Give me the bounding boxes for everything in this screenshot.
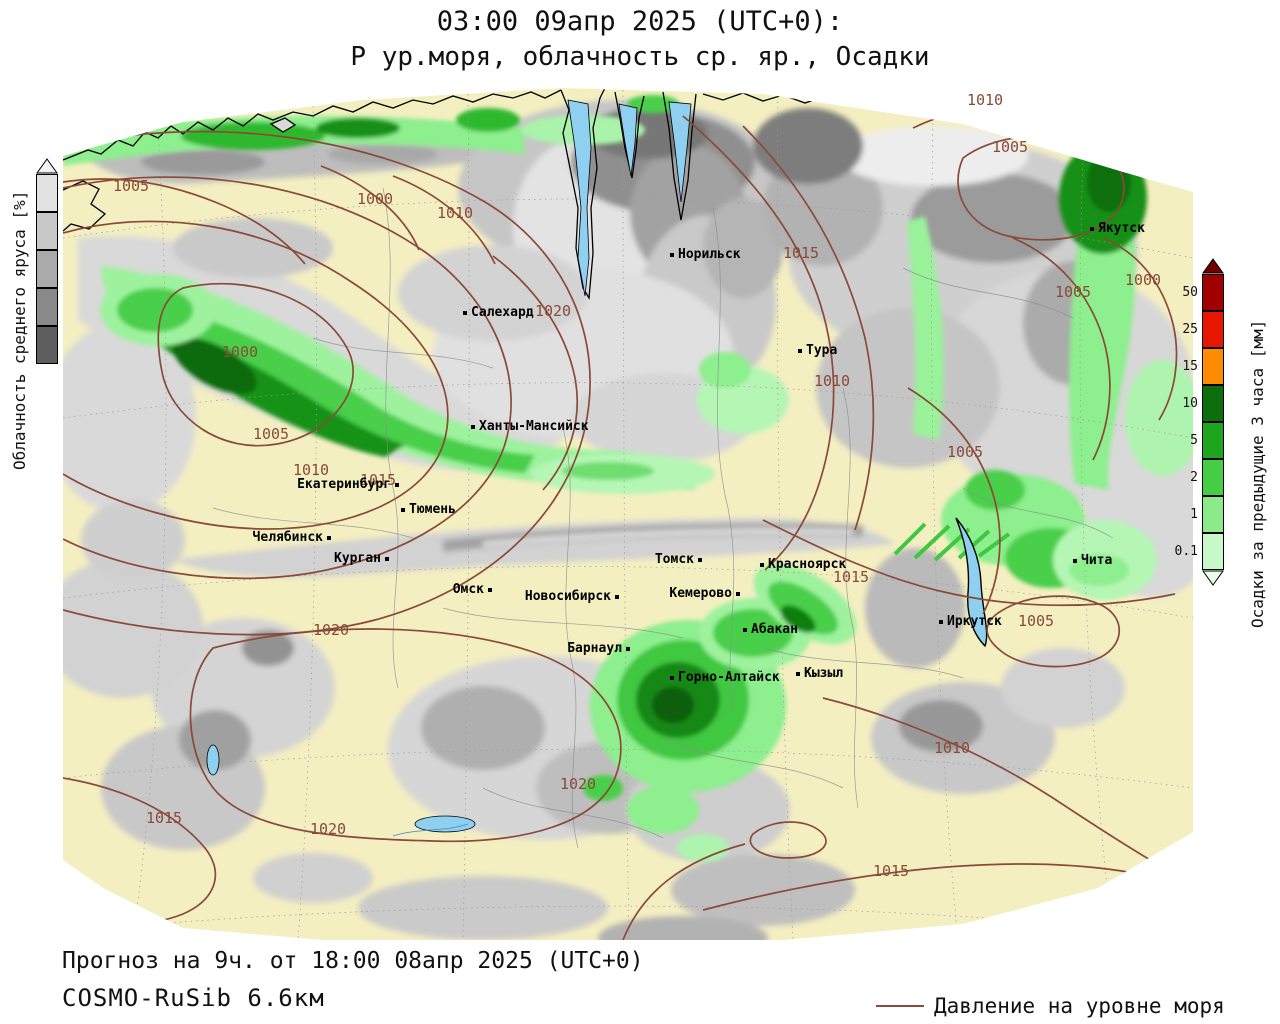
precipitation-legend-tick: 50 xyxy=(1182,285,1198,300)
precipitation-legend-tick: 0.1 xyxy=(1174,544,1198,559)
precipitation-legend-segment: 2 xyxy=(1168,458,1224,496)
precipitation-legend-swatch xyxy=(1202,310,1224,348)
precipitation-legend-segment: 10 xyxy=(1168,384,1224,422)
map-graphic xyxy=(63,88,1193,940)
precipitation-legend-swatch xyxy=(1202,421,1224,459)
precipitation-axis-label: Осадки за предыдущие 3 часа [мм] xyxy=(1248,319,1267,628)
precipitation-legend: 50 25 15 10 5 xyxy=(1168,258,1224,586)
precipitation-legend-segment: 5 xyxy=(1168,421,1224,459)
cloudiness-legend-swatch xyxy=(36,211,58,250)
precipitation-legend-swatch xyxy=(1202,458,1224,496)
precipitation-legend-swatch xyxy=(1202,347,1224,385)
cloudiness-legend-swatch xyxy=(36,249,58,288)
precipitation-legend-swatch xyxy=(1202,273,1224,311)
page-title: 03:00 09апр 2025 (UTC+0): xyxy=(436,6,844,37)
precipitation-legend-tick: 2 xyxy=(1190,470,1198,485)
cloudiness-legend-swatch xyxy=(36,287,58,326)
precipitation-legend-tick: 10 xyxy=(1182,396,1198,411)
water-layer xyxy=(206,99,988,837)
precipitation-legend-swatch xyxy=(1202,384,1224,422)
admin-boundaries xyxy=(212,187,1114,849)
cloudiness-legend-swatch xyxy=(36,325,58,364)
pressure-legend-label: Давление на уровне моря xyxy=(934,994,1225,1018)
precipitation-legend-tick: 15 xyxy=(1182,359,1198,374)
precipitation-legend-segment: 0.1 xyxy=(1168,532,1224,570)
precipitation-legend-segment: 15 xyxy=(1168,347,1224,385)
precipitation-legend-segment: 25 xyxy=(1168,310,1224,348)
precipitation-legend-arrow-up-icon xyxy=(1202,258,1224,274)
cloudiness-axis-label: Облачность среднего яруса [%] xyxy=(10,190,29,470)
cloudiness-legend-swatch xyxy=(36,173,58,212)
cloudiness-legend-arrow-icon xyxy=(36,158,58,174)
page-subtitle: P ур.моря, облачность ср. яр., Осадки xyxy=(350,42,930,72)
precipitation-legend-arrow-down-icon xyxy=(1202,570,1224,586)
precipitation-legend-swatch xyxy=(1202,532,1224,570)
precipitation-legend-tick: 5 xyxy=(1190,433,1198,448)
precipitation-legend-segment: 1 xyxy=(1168,495,1224,533)
precipitation-colorbar: 50 25 15 10 5 xyxy=(1168,273,1224,570)
pressure-line-sample-icon xyxy=(876,1005,924,1007)
map-area: 1005 1000 1010 1020 1000 1005 1010 1015 … xyxy=(63,88,1193,940)
pressure-line-legend: Давление на уровне моря xyxy=(876,994,1225,1018)
precipitation-legend-swatch xyxy=(1202,495,1224,533)
precipitation-legend-tick: 1 xyxy=(1190,507,1198,522)
model-name: COSMO-RuSib 6.6км xyxy=(62,984,325,1012)
precipitation-legend-tick: 25 xyxy=(1182,322,1198,337)
forecast-info: Прогноз на 9ч. от 18:00 08апр 2025 (UTC+… xyxy=(62,948,644,974)
precipitation-legend-segment: 50 xyxy=(1168,273,1224,311)
